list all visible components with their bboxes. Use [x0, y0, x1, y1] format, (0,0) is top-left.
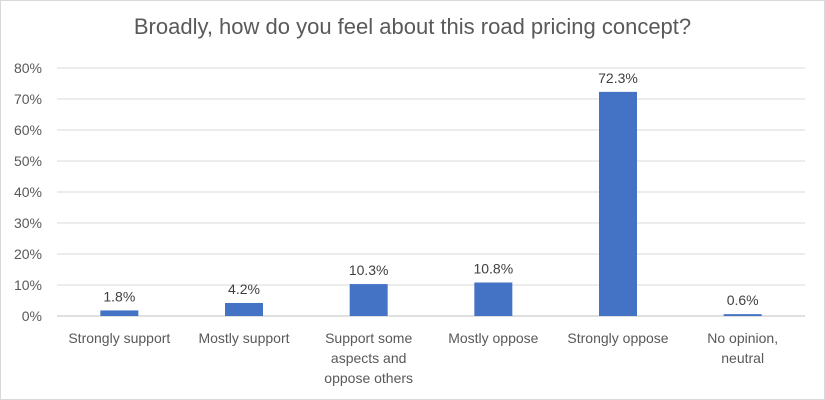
data-label: 4.2%	[228, 281, 260, 297]
bar	[599, 91, 637, 317]
x-tick-label-line: Mostly oppose	[448, 330, 538, 346]
bar	[349, 284, 388, 316]
x-tick-label-line: Mostly support	[198, 330, 289, 346]
x-axis-categories: Strongly support Mostly support Support so…	[68, 330, 778, 386]
chart-title: Broadly, how do you feel about this road…	[133, 14, 692, 39]
x-tick-label-line: Strongly support	[68, 330, 170, 346]
x-tick-label: Strongly oppose	[567, 330, 668, 346]
y-tick-label: 50%	[14, 153, 42, 169]
x-tick-label: Mostly oppose	[448, 330, 538, 346]
data-label: 72.3%	[598, 70, 638, 86]
y-tick-label: 10%	[14, 277, 42, 293]
x-tick-label: No opinion, neutral	[707, 330, 778, 366]
gridlines	[57, 67, 805, 317]
bar	[100, 310, 139, 316]
y-tick-label: 40%	[14, 184, 42, 200]
x-tick-label-line: Support some	[325, 330, 412, 346]
data-label: 0.6%	[727, 292, 759, 308]
data-label: 1.8%	[103, 288, 135, 304]
bar	[474, 282, 513, 316]
y-tick-label: 0%	[22, 308, 42, 324]
data-label: 10.3%	[349, 262, 389, 278]
bar	[723, 314, 762, 316]
bars	[100, 91, 762, 317]
y-axis-ticks: 0% 10% 20% 30% 40% 50% 60% 70% 80%	[14, 60, 42, 324]
x-tick-label-line: neutral	[721, 350, 764, 366]
x-tick-label-line: oppose others	[324, 370, 413, 386]
y-tick-label: 30%	[14, 215, 42, 231]
bar	[225, 302, 263, 316]
y-tick-label: 60%	[14, 122, 42, 138]
x-tick-label-line: aspects and	[331, 350, 407, 366]
data-labels: 1.8% 4.2% 10.3% 10.8% 72.3% 0.6%	[103, 70, 758, 308]
y-tick-label: 70%	[14, 91, 42, 107]
x-tick-label-line: No opinion,	[707, 330, 778, 346]
x-tick-label: Mostly support	[198, 330, 289, 346]
x-tick-label: Strongly support	[68, 330, 170, 346]
y-tick-label: 80%	[14, 60, 42, 76]
x-tick-label-line: Strongly oppose	[567, 330, 668, 346]
y-tick-label: 20%	[14, 246, 42, 262]
data-label: 10.8%	[473, 261, 513, 277]
x-tick-label: Support some aspects and oppose others	[324, 330, 413, 386]
